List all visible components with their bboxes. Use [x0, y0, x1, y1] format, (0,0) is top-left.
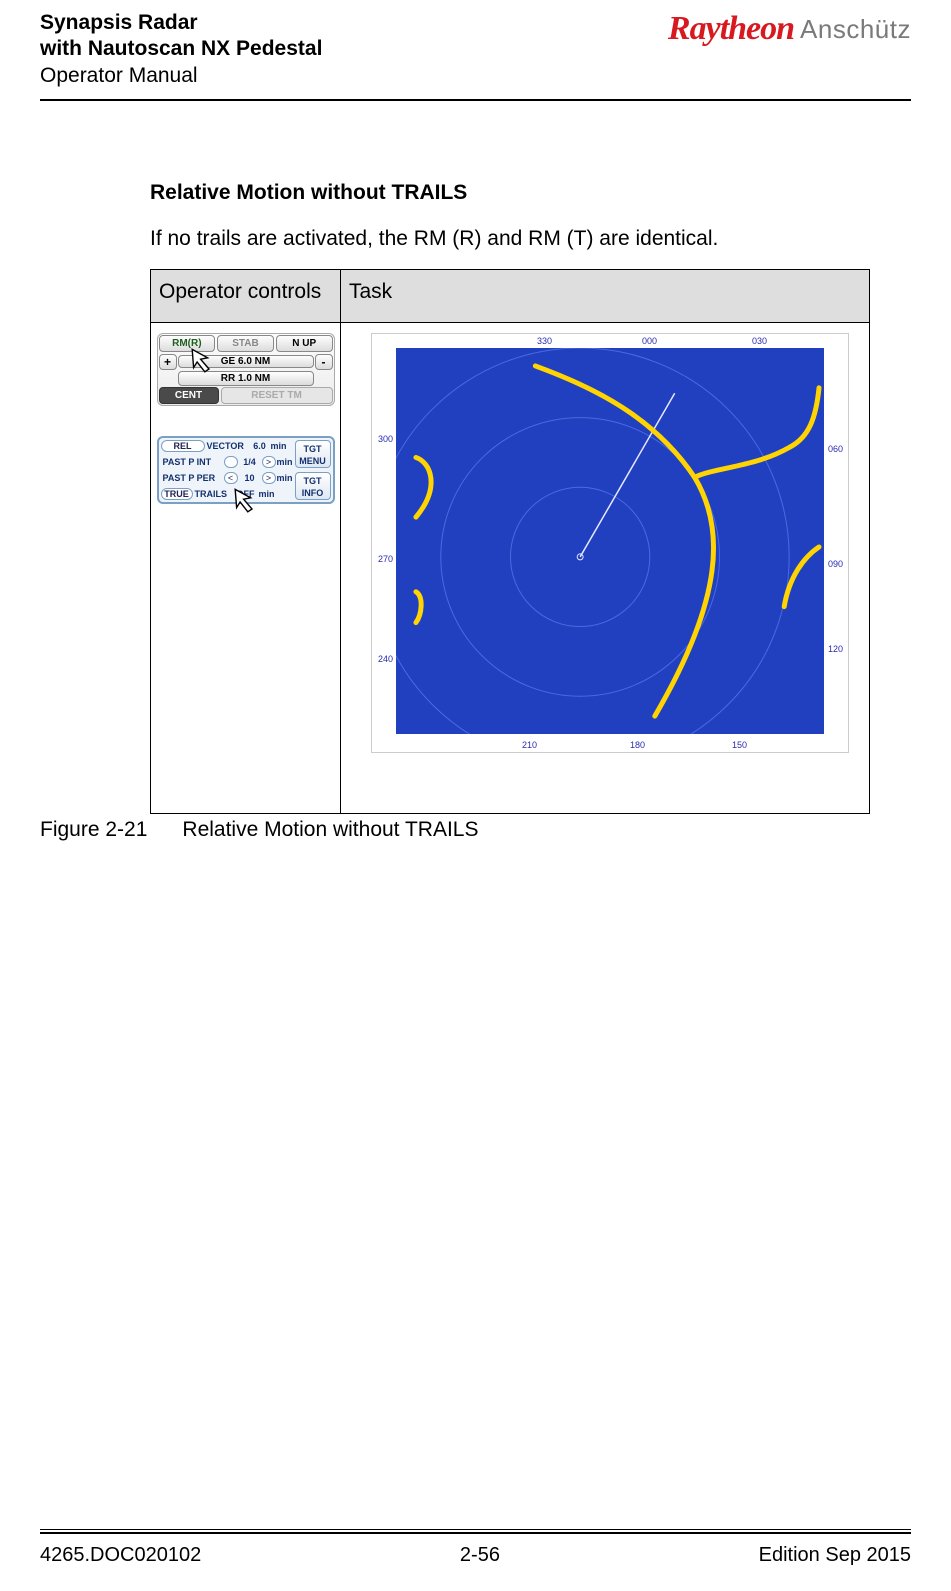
- pastp-per-up[interactable]: >: [262, 472, 276, 484]
- tgt-menu-l1: TGT: [304, 444, 322, 454]
- bearing-scale-label: 030: [752, 336, 767, 346]
- vector-label: VECTOR: [207, 441, 249, 451]
- trails-label: TRAILS: [195, 489, 233, 499]
- bearing-scale-label: 120: [828, 644, 843, 654]
- vector-value: 6.0: [249, 441, 271, 451]
- range-plus-button[interactable]: +: [159, 354, 177, 370]
- title-line-1: Synapsis Radar: [40, 10, 322, 36]
- tgt-menu-l2: MENU: [299, 456, 326, 466]
- brand-logo: Raytheon Anschütz: [668, 10, 911, 48]
- header-rule: [40, 99, 911, 101]
- bearing-scale-label: 090: [828, 559, 843, 569]
- doc-header-text: Synapsis Radar with Nautoscan NX Pedesta…: [40, 10, 322, 89]
- bearing-scale-label: 060: [828, 444, 843, 454]
- tgt-menu-button[interactable]: TGT MENU: [295, 440, 331, 468]
- vector-mode-toggle[interactable]: REL: [161, 440, 205, 452]
- pastp-int-label: PAST P INT: [163, 457, 223, 467]
- table-col-controls: Operator controls: [151, 269, 341, 322]
- vector-unit: min: [271, 441, 291, 451]
- nup-button[interactable]: N UP: [276, 335, 333, 352]
- pastp-int-unit: min: [277, 457, 297, 467]
- bearing-scale-label: 270: [378, 554, 393, 564]
- range-mode-panel: RM(R) STAB N UP + GE 6.0 NM - RR 1.0 NM …: [157, 333, 335, 406]
- radar-ppi-screenshot: 330 000 030 210 180 150 300 270 240 060 090 120: [371, 333, 849, 753]
- tgt-info-l1: TGT: [304, 476, 322, 486]
- footer-page-number: 2-56: [460, 1544, 500, 1567]
- bearing-scale-label: 300: [378, 434, 393, 444]
- footer-rule-thin: [40, 1529, 911, 1530]
- footer-edition: Edition Sep 2015: [759, 1544, 911, 1567]
- range-minus-button[interactable]: -: [315, 354, 333, 370]
- reset-tm-button: RESET TM: [221, 387, 333, 404]
- bearing-scale-label: 000: [642, 336, 657, 346]
- page-footer: 4265.DOC020102 2-56 Edition Sep 2015: [40, 1529, 911, 1567]
- trails-mode-toggle[interactable]: TRUE: [161, 488, 193, 500]
- bearing-scale-label: 330: [537, 336, 552, 346]
- bearing-scale-label: 210: [522, 740, 537, 750]
- figure-caption: Figure 2-21 Relative Motion without TRAI…: [40, 818, 911, 842]
- section-heading: Relative Motion without TRAILS: [150, 181, 911, 205]
- figure-label: Figure 2-21: [40, 818, 147, 841]
- cent-button[interactable]: CENT: [159, 387, 219, 404]
- target-trails-panel: REL VECTOR 6.0 min PAST P INT 1/4 > min …: [157, 436, 335, 504]
- footer-doc-number: 4265.DOC020102: [40, 1544, 201, 1567]
- cursor-arrow-icon: [188, 348, 216, 376]
- pastp-per-unit: min: [277, 473, 297, 483]
- operator-task-table: Operator controls Task RM(R) STAB N UP +…: [150, 269, 870, 814]
- brand-primary: Raytheon: [668, 10, 794, 48]
- figure-caption-text: Relative Motion without TRAILS: [182, 818, 478, 841]
- table-col-task: Task: [341, 269, 870, 322]
- trails-unit: min: [259, 489, 279, 499]
- pastp-int-value: 1/4: [239, 457, 261, 467]
- bearing-scale-label: 240: [378, 654, 393, 664]
- bearing-scale-label: 180: [630, 740, 645, 750]
- pastp-per-label: PAST P PER: [163, 473, 223, 483]
- tgt-info-l2: INFO: [302, 488, 324, 498]
- brand-secondary: Anschütz: [800, 14, 911, 45]
- pastp-int-up[interactable]: >: [262, 456, 276, 468]
- subtitle: Operator Manual: [40, 63, 322, 89]
- footer-rule-thick: [40, 1532, 911, 1534]
- title-line-2: with Nautoscan NX Pedestal: [40, 36, 322, 62]
- tgt-info-button[interactable]: TGT INFO: [295, 472, 331, 500]
- section-body: If no trails are activated, the RM (R) a…: [150, 227, 911, 251]
- cursor-arrow-icon: [231, 488, 259, 516]
- pastp-per-value: 10: [239, 473, 261, 483]
- pastp-int-down[interactable]: [224, 456, 238, 468]
- stab-button[interactable]: STAB: [217, 335, 274, 352]
- pastp-per-down[interactable]: <: [224, 472, 238, 484]
- bearing-scale-label: 150: [732, 740, 747, 750]
